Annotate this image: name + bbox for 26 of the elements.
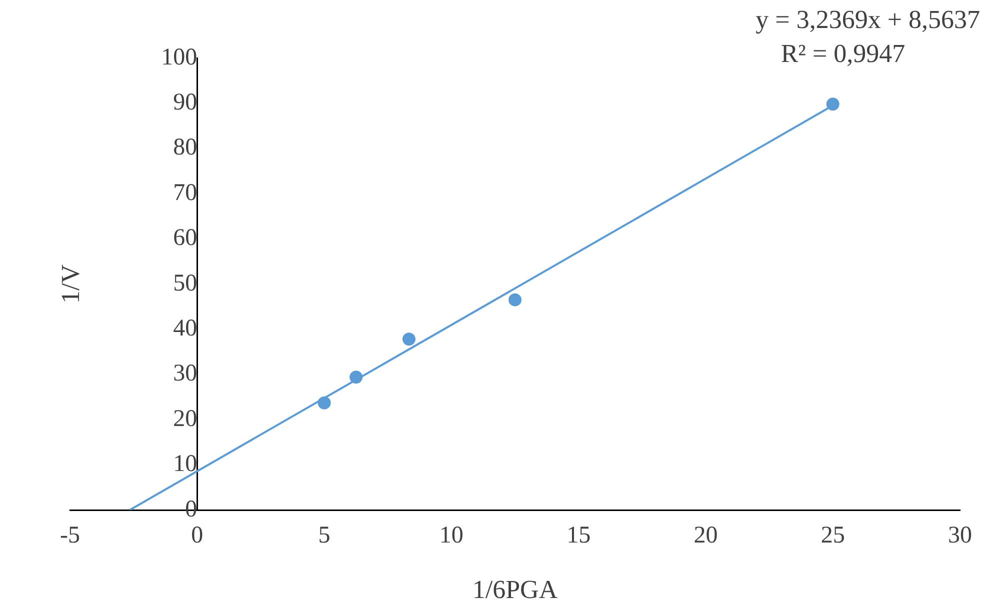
point <box>508 293 522 306</box>
x-tick-label: 30 <box>948 522 972 549</box>
x-tick-label: 5 <box>318 522 330 549</box>
y-tick-label: 20 <box>173 406 198 432</box>
point <box>350 370 363 384</box>
x-tick-label: 20 <box>694 522 718 549</box>
y-tick-label: 60 <box>173 225 198 252</box>
y-tick-label: 80 <box>173 134 198 161</box>
y-tick-label: 70 <box>173 180 198 206</box>
y-tick-label: 100 <box>161 44 198 70</box>
y-tick-label: 40 <box>173 315 198 342</box>
x-tick-label: 15 <box>566 522 591 549</box>
x-tick-label: 25 <box>820 522 845 549</box>
annotation: R² = 0,9947 <box>780 38 906 68</box>
point <box>318 396 331 410</box>
point <box>826 98 840 111</box>
y-axis-title: 1/V <box>56 264 85 304</box>
x-tick-label: 10 <box>439 522 464 549</box>
x-tick-label: -5 <box>60 522 80 549</box>
x-axis-title: 1/6PGA <box>472 574 558 604</box>
y-tick-label: 10 <box>173 451 198 478</box>
text: y = 3,2369x + 8,5637 <box>756 4 980 34</box>
y-tick-label: 90 <box>173 89 198 116</box>
point <box>402 332 416 346</box>
y-tick-label: 50 <box>173 270 198 296</box>
y-tick-label: 30 <box>173 360 198 387</box>
